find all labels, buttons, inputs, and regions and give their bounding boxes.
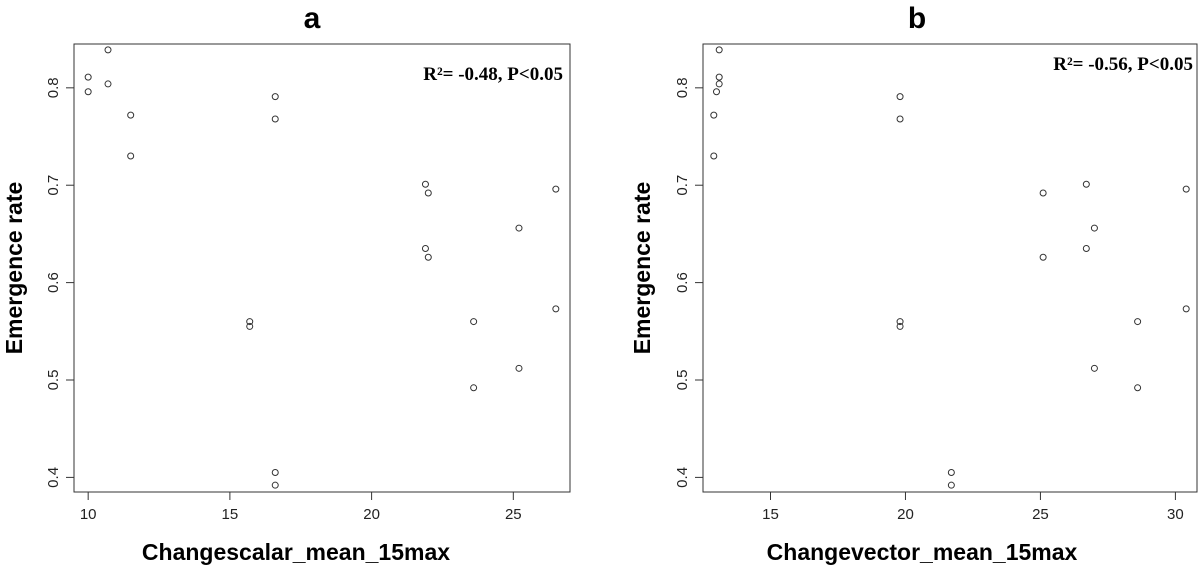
panel-a-x-ticks: 10 15 20 25 [80, 492, 522, 523]
panel-b-y-tick-label-3: 0.7 [674, 175, 691, 196]
panel-b-plot-frame [702, 43, 1198, 493]
panel-a-point-17 [470, 384, 478, 392]
panel-b-point-12 [1039, 189, 1047, 197]
panel-b-point-15 [1082, 245, 1090, 253]
panel-b-point-6 [896, 93, 904, 101]
panel-a-y-axis-title: Emergence rate [1, 182, 27, 355]
panel-b-point-9 [896, 322, 904, 330]
panel-a-x-tick-label-2: 20 [363, 506, 380, 523]
panel-b-point-19 [1134, 384, 1142, 392]
panel-b-x-axis-title: Changevector_mean_15max [767, 539, 1078, 565]
panel-b-x-tick-label-0: 15 [762, 506, 779, 523]
panel-a-point-15 [424, 253, 432, 261]
panel-b-point-8 [896, 318, 904, 326]
panel-a-x-axis-title: Changescalar_mean_15max [142, 539, 450, 565]
panel-b: b R²= -0.56, P<0.05 Changevector_mean_15… [629, 2, 1198, 565]
panel-a-point-7 [246, 322, 254, 330]
panel-b-point-4 [710, 111, 718, 119]
panel-a-plot-frame [73, 43, 571, 493]
panel-a-annotation: R²= -0.48, P<0.05 [423, 64, 563, 85]
panel-a-y-tick-label-4: 0.8 [45, 77, 62, 98]
panel-a-point-4 [127, 111, 135, 119]
panel-b-annotation: R²= -0.56, P<0.05 [1053, 54, 1193, 75]
panel-a-point-14 [421, 245, 429, 253]
panel-b-point-14 [1082, 180, 1090, 188]
panel-b-points [710, 46, 1190, 489]
panel-a-point-21 [552, 305, 560, 313]
panel-a-point-18 [515, 224, 523, 232]
panel-a-point-12 [421, 180, 429, 188]
panel-a: a R²= -0.48, P<0.05 Changescalar_mean_15… [1, 2, 571, 565]
panel-b-point-7 [896, 115, 904, 123]
panel-a-point-5 [127, 152, 135, 160]
panel-a-label: a [304, 2, 321, 35]
panel-b-x-tick-label-1: 20 [897, 506, 914, 523]
panel-a-point-19 [515, 364, 523, 372]
panel-a-points [84, 46, 560, 489]
panel-a-point-3 [104, 80, 112, 88]
panel-b-point-10 [947, 469, 955, 477]
panel-a-y-tick-label-1: 0.5 [45, 370, 62, 391]
panel-a-point-1 [84, 88, 92, 96]
panel-a-x-tick-label-3: 25 [505, 506, 522, 523]
panel-b-x-ticks: 15 20 25 30 [762, 492, 1184, 523]
panel-b-y-axis-title: Emergence rate [629, 182, 655, 355]
panel-b-x-tick-label-2: 25 [1032, 506, 1049, 523]
panel-a-x-tick-label-1: 15 [222, 506, 239, 523]
panel-b-y-tick-label-2: 0.6 [674, 272, 691, 293]
panel-a-point-0 [84, 73, 92, 81]
panel-b-point-1 [715, 73, 723, 81]
panel-a-point-16 [470, 318, 478, 326]
panel-a-point-8 [271, 93, 279, 101]
panel-a-point-20 [552, 185, 560, 193]
panel-a-y-tick-label-0: 0.4 [45, 467, 62, 488]
panel-b-point-21 [1182, 305, 1190, 313]
panel-b-point-3 [712, 88, 720, 96]
panel-a-x-tick-label-0: 10 [80, 506, 97, 523]
panel-a-point-11 [271, 481, 279, 489]
panel-b-point-0 [715, 46, 723, 54]
panel-b-point-17 [1090, 364, 1098, 372]
panel-a-point-13 [424, 189, 432, 197]
panel-b-y-tick-label-0: 0.4 [674, 467, 691, 488]
panel-b-point-5 [710, 152, 718, 160]
panel-b-point-18 [1134, 318, 1142, 326]
panel-a-point-9 [271, 115, 279, 123]
panel-a-y-ticks: 0.4 0.5 0.6 0.7 0.8 [45, 77, 74, 488]
panel-b-y-ticks: 0.4 0.5 0.6 0.7 0.8 [674, 77, 703, 488]
panel-b-y-tick-label-4: 0.8 [674, 77, 691, 98]
panel-b-point-16 [1090, 224, 1098, 232]
panel-a-y-tick-label-2: 0.6 [45, 272, 62, 293]
panel-b-point-20 [1182, 185, 1190, 193]
panel-b-point-11 [947, 481, 955, 489]
panel-a-point-6 [246, 318, 254, 326]
panel-b-point-13 [1039, 253, 1047, 261]
panel-b-point-2 [715, 80, 723, 88]
panel-a-y-tick-label-3: 0.7 [45, 175, 62, 196]
panel-b-x-tick-label-3: 30 [1167, 506, 1184, 523]
panel-b-y-tick-label-1: 0.5 [674, 370, 691, 391]
panel-b-label: b [908, 2, 926, 35]
panel-a-point-2 [104, 46, 112, 54]
panel-a-point-10 [271, 469, 279, 477]
